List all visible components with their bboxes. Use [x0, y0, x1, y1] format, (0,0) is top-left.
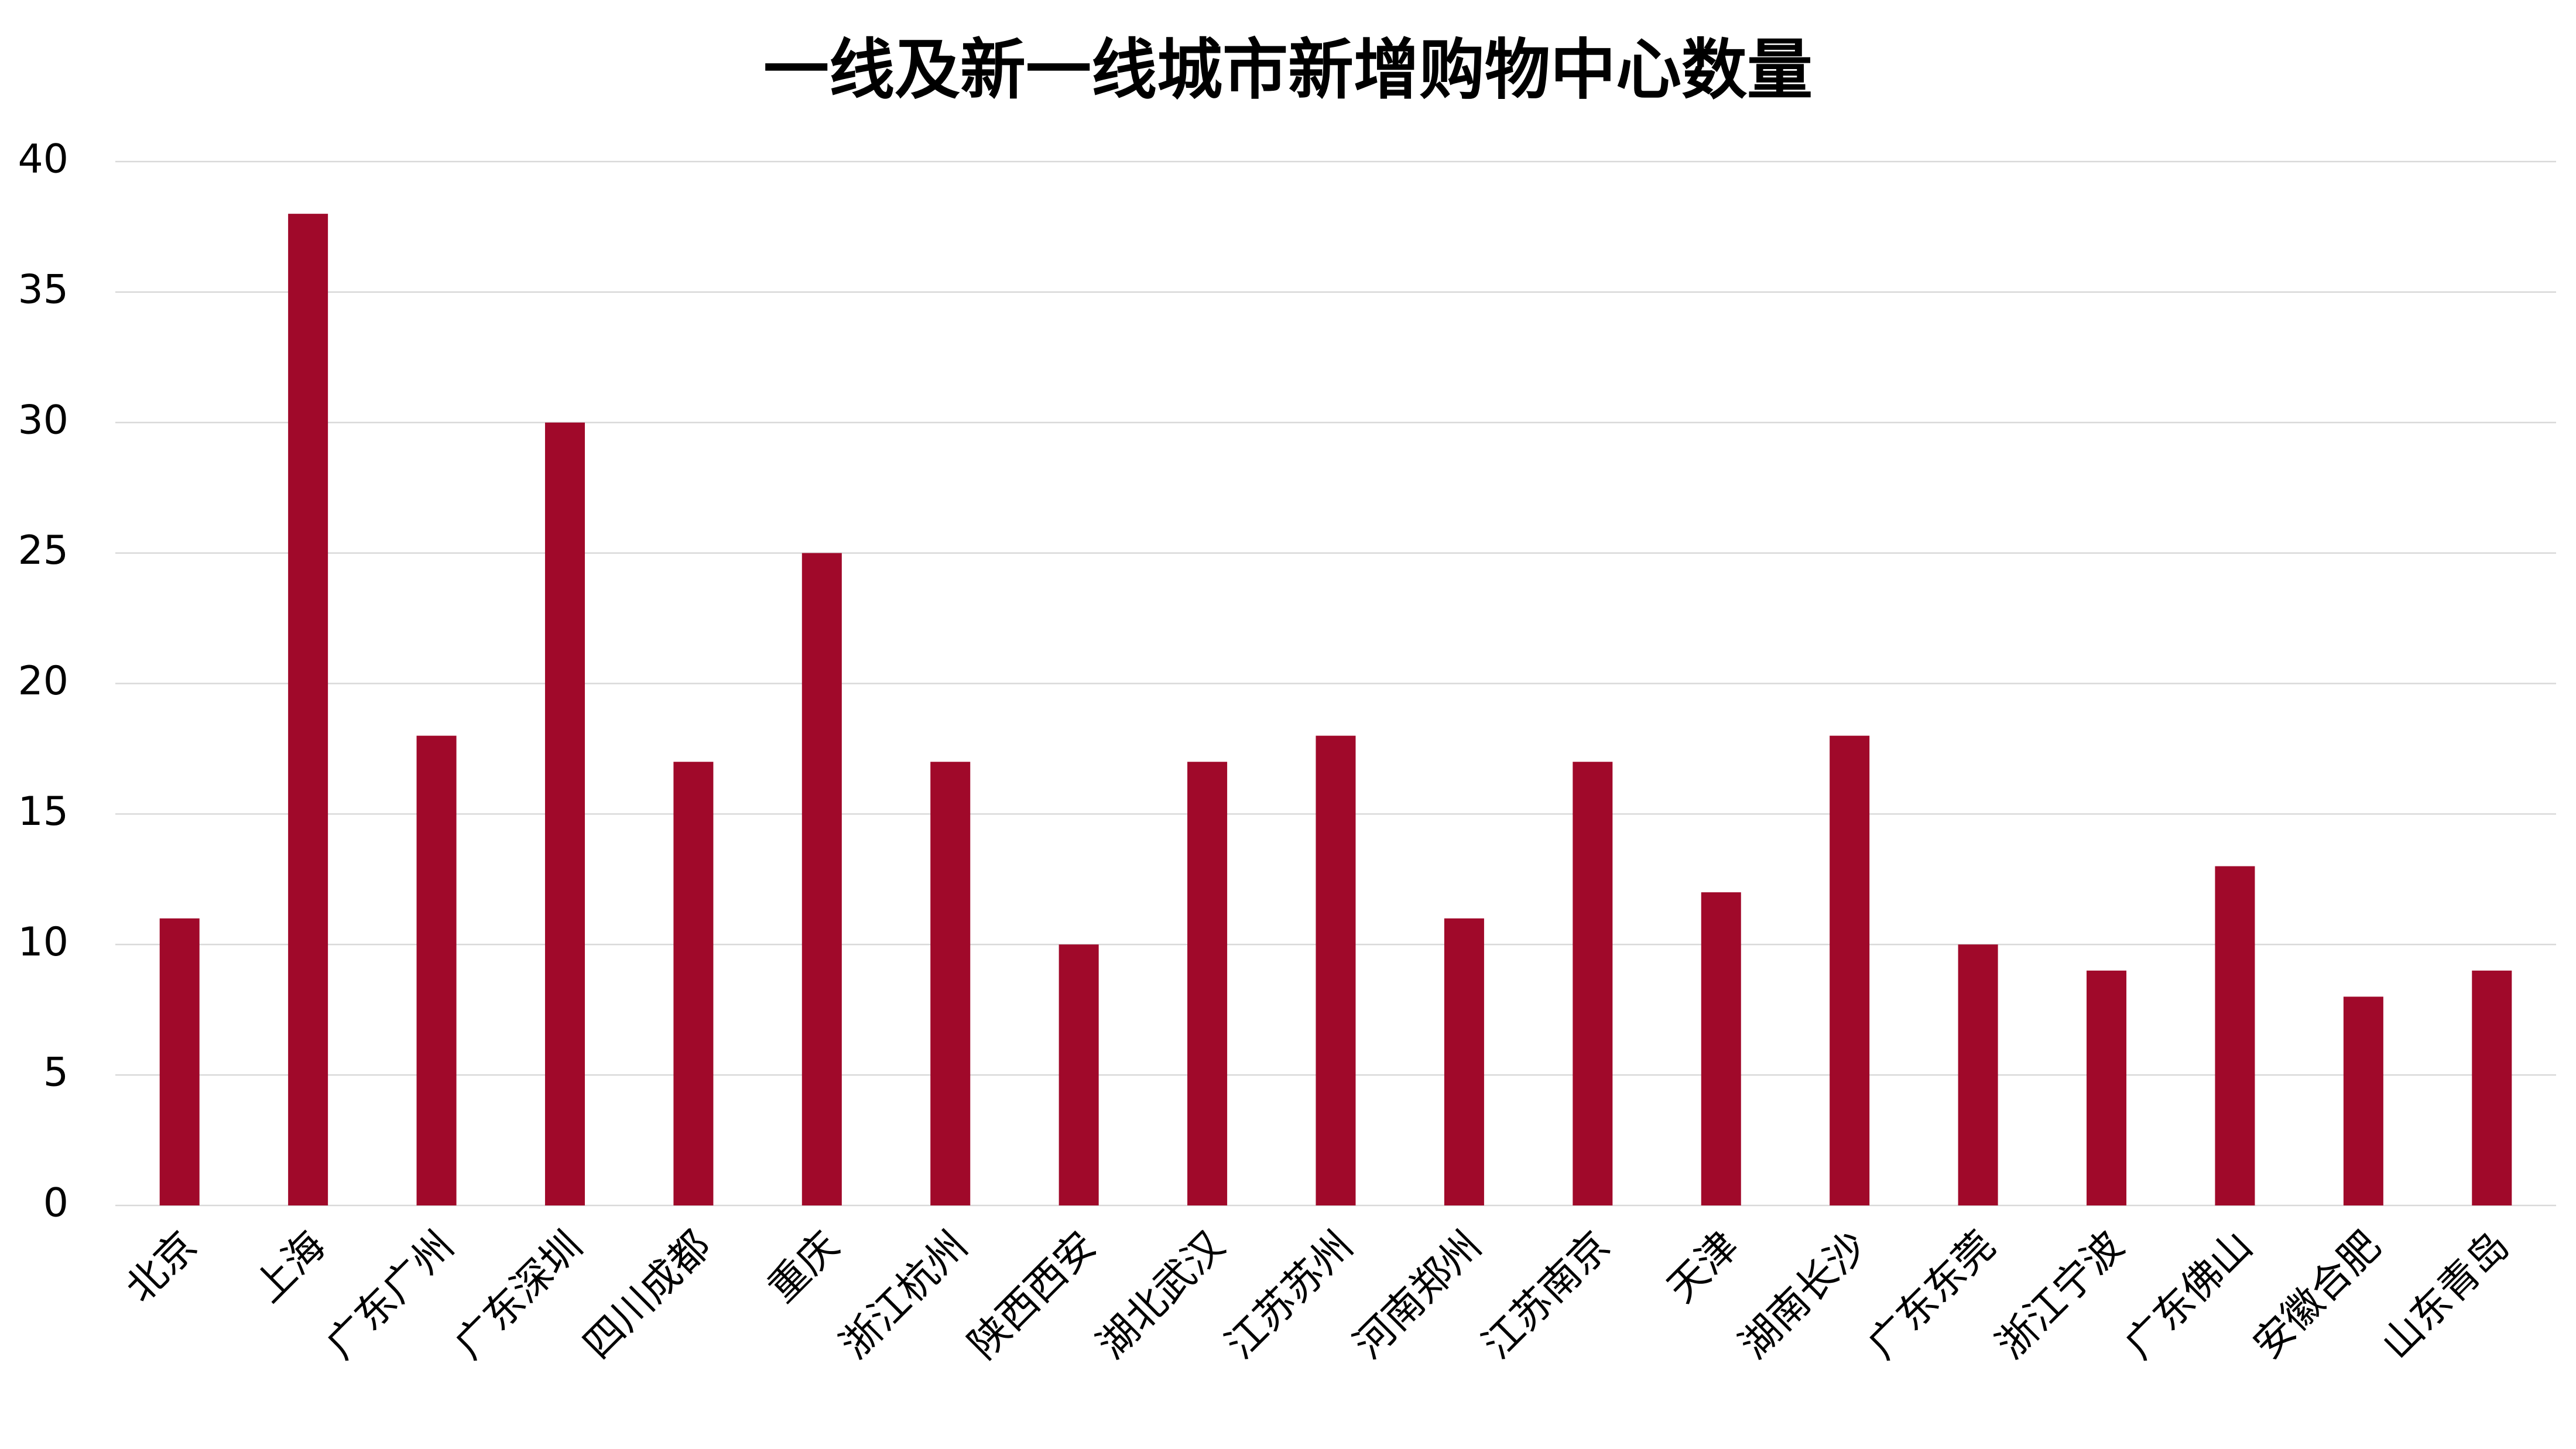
x-tick-label: 江苏南京 — [1474, 1222, 1619, 1368]
x-tick-label: 重庆 — [759, 1222, 848, 1311]
y-tick-label: 35 — [18, 266, 68, 313]
x-tick-label: 陕西西安 — [960, 1222, 1105, 1368]
x-tick-label: 上海 — [245, 1222, 334, 1311]
x-tick-label: 湖南长沙 — [1731, 1222, 1876, 1368]
x-tick-label: 天津 — [1659, 1222, 1748, 1311]
x-tick-label: 北京 — [117, 1222, 206, 1311]
y-tick-label: 15 — [18, 789, 68, 835]
bar — [673, 762, 714, 1205]
y-tick-label: 10 — [18, 919, 68, 965]
bar — [2472, 970, 2512, 1205]
x-tick-label: 山东青岛 — [2373, 1222, 2518, 1368]
x-tick-label: 广东深圳 — [446, 1222, 591, 1368]
x-tick-label: 广东佛山 — [2116, 1222, 2261, 1368]
y-tick-label: 30 — [18, 397, 68, 443]
bar — [416, 735, 457, 1205]
y-tick-label: 20 — [18, 658, 68, 704]
chart-title: 一线及新一线城市新增购物中心数量 — [763, 32, 1813, 108]
bar — [2215, 866, 2255, 1205]
bar — [288, 214, 328, 1205]
bar — [1316, 735, 1356, 1205]
bar — [1830, 735, 1870, 1205]
bar — [2087, 970, 2127, 1205]
y-tick-label: 40 — [18, 136, 68, 183]
bar — [544, 422, 585, 1205]
bar — [159, 918, 200, 1205]
x-tick-label: 广东广州 — [317, 1222, 463, 1368]
x-tick-label: 浙江宁波 — [1988, 1222, 2133, 1368]
bar — [1187, 762, 1228, 1205]
x-tick-label: 河南郑州 — [1345, 1222, 1491, 1368]
bar — [1444, 918, 1484, 1205]
x-tick-label: 浙江杭州 — [831, 1222, 977, 1368]
x-tick-label: 安徽合肥 — [2245, 1222, 2390, 1368]
y-tick-label: 25 — [18, 527, 68, 574]
y-tick-label: 5 — [43, 1050, 68, 1096]
bar — [801, 553, 842, 1205]
x-tick-label: 江苏苏州 — [1217, 1222, 1362, 1368]
y-tick-label: 0 — [43, 1180, 68, 1227]
bar — [1701, 892, 1741, 1205]
bar — [2343, 996, 2383, 1205]
x-tick-label: 广东东莞 — [1859, 1222, 2005, 1368]
bar — [1958, 944, 1998, 1205]
x-tick-label: 湖北武汉 — [1088, 1222, 1234, 1368]
bar — [930, 762, 971, 1205]
bar — [1573, 762, 1613, 1205]
bar — [1059, 944, 1099, 1205]
x-tick-label: 四川成都 — [574, 1222, 720, 1368]
